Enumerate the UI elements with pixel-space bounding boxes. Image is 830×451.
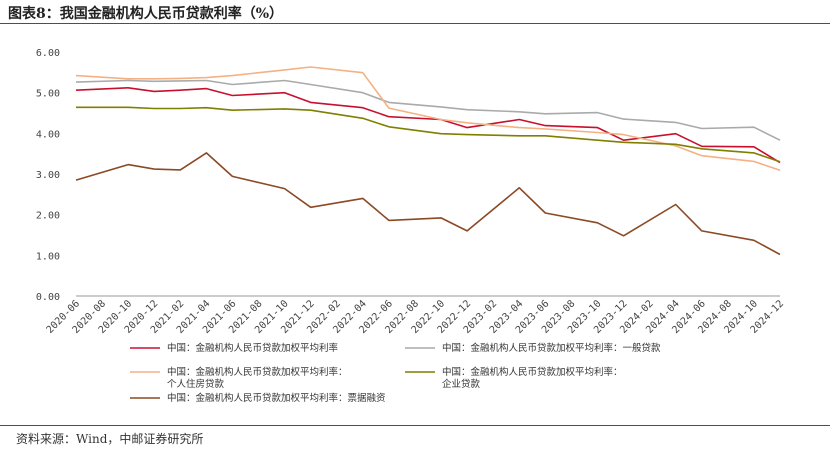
legend-label: 中国：金融机构人民币贷款加权平均利率： <box>442 366 623 378</box>
legend-label: 中国：金融机构人民币贷款加权平均利率 <box>167 342 339 354</box>
line-chart: 0.00 1.00 2.00 3.00 4.00 5.00 6.00 2020-062020… <box>36 48 786 404</box>
series-line-2 <box>75 79 781 141</box>
y-tick-label: 1.00 <box>36 251 60 262</box>
series-layer <box>75 66 781 256</box>
y-tick-label: 4.00 <box>36 129 60 140</box>
y-tick-label: 5.00 <box>36 89 60 100</box>
source-note: 资料来源：Wind，中邮证券研究所 <box>16 432 204 446</box>
legend-label: 企业贷款 <box>442 378 481 390</box>
legend-label: 中国：金融机构人民币贷款加权平均利率： <box>167 366 348 378</box>
series-line-4 <box>76 106 781 163</box>
y-tick-label: 0.00 <box>36 292 60 303</box>
bottom-divider <box>0 425 830 426</box>
y-tick-label: 3.00 <box>36 170 60 181</box>
y-tick-label: 6.00 <box>36 48 60 59</box>
series-line-1 <box>75 87 781 164</box>
legend: 中国：金融机构人民币贷款加权平均利率 中国：金融机构人民币贷款加权平均利率：一般贷… <box>130 342 661 404</box>
legend-label: 中国：金融机构人民币贷款加权平均利率：票据融资 <box>167 392 386 404</box>
y-tick-label: 2.00 <box>36 211 60 222</box>
y-axis: 0.00 1.00 2.00 3.00 4.00 5.00 6.00 <box>36 48 60 303</box>
legend-label: 中国：金融机构人民币贷款加权平均利率：一般贷款 <box>442 342 661 354</box>
series-line-5 <box>75 152 781 256</box>
x-axis: 2020-062020-082020-102020-122021-022021-… <box>45 295 786 336</box>
top-divider <box>0 23 830 24</box>
figure-title: 图表8：我国金融机构人民币贷款利率（%） <box>8 6 284 22</box>
legend-label: 个人住房贷款 <box>167 378 225 390</box>
